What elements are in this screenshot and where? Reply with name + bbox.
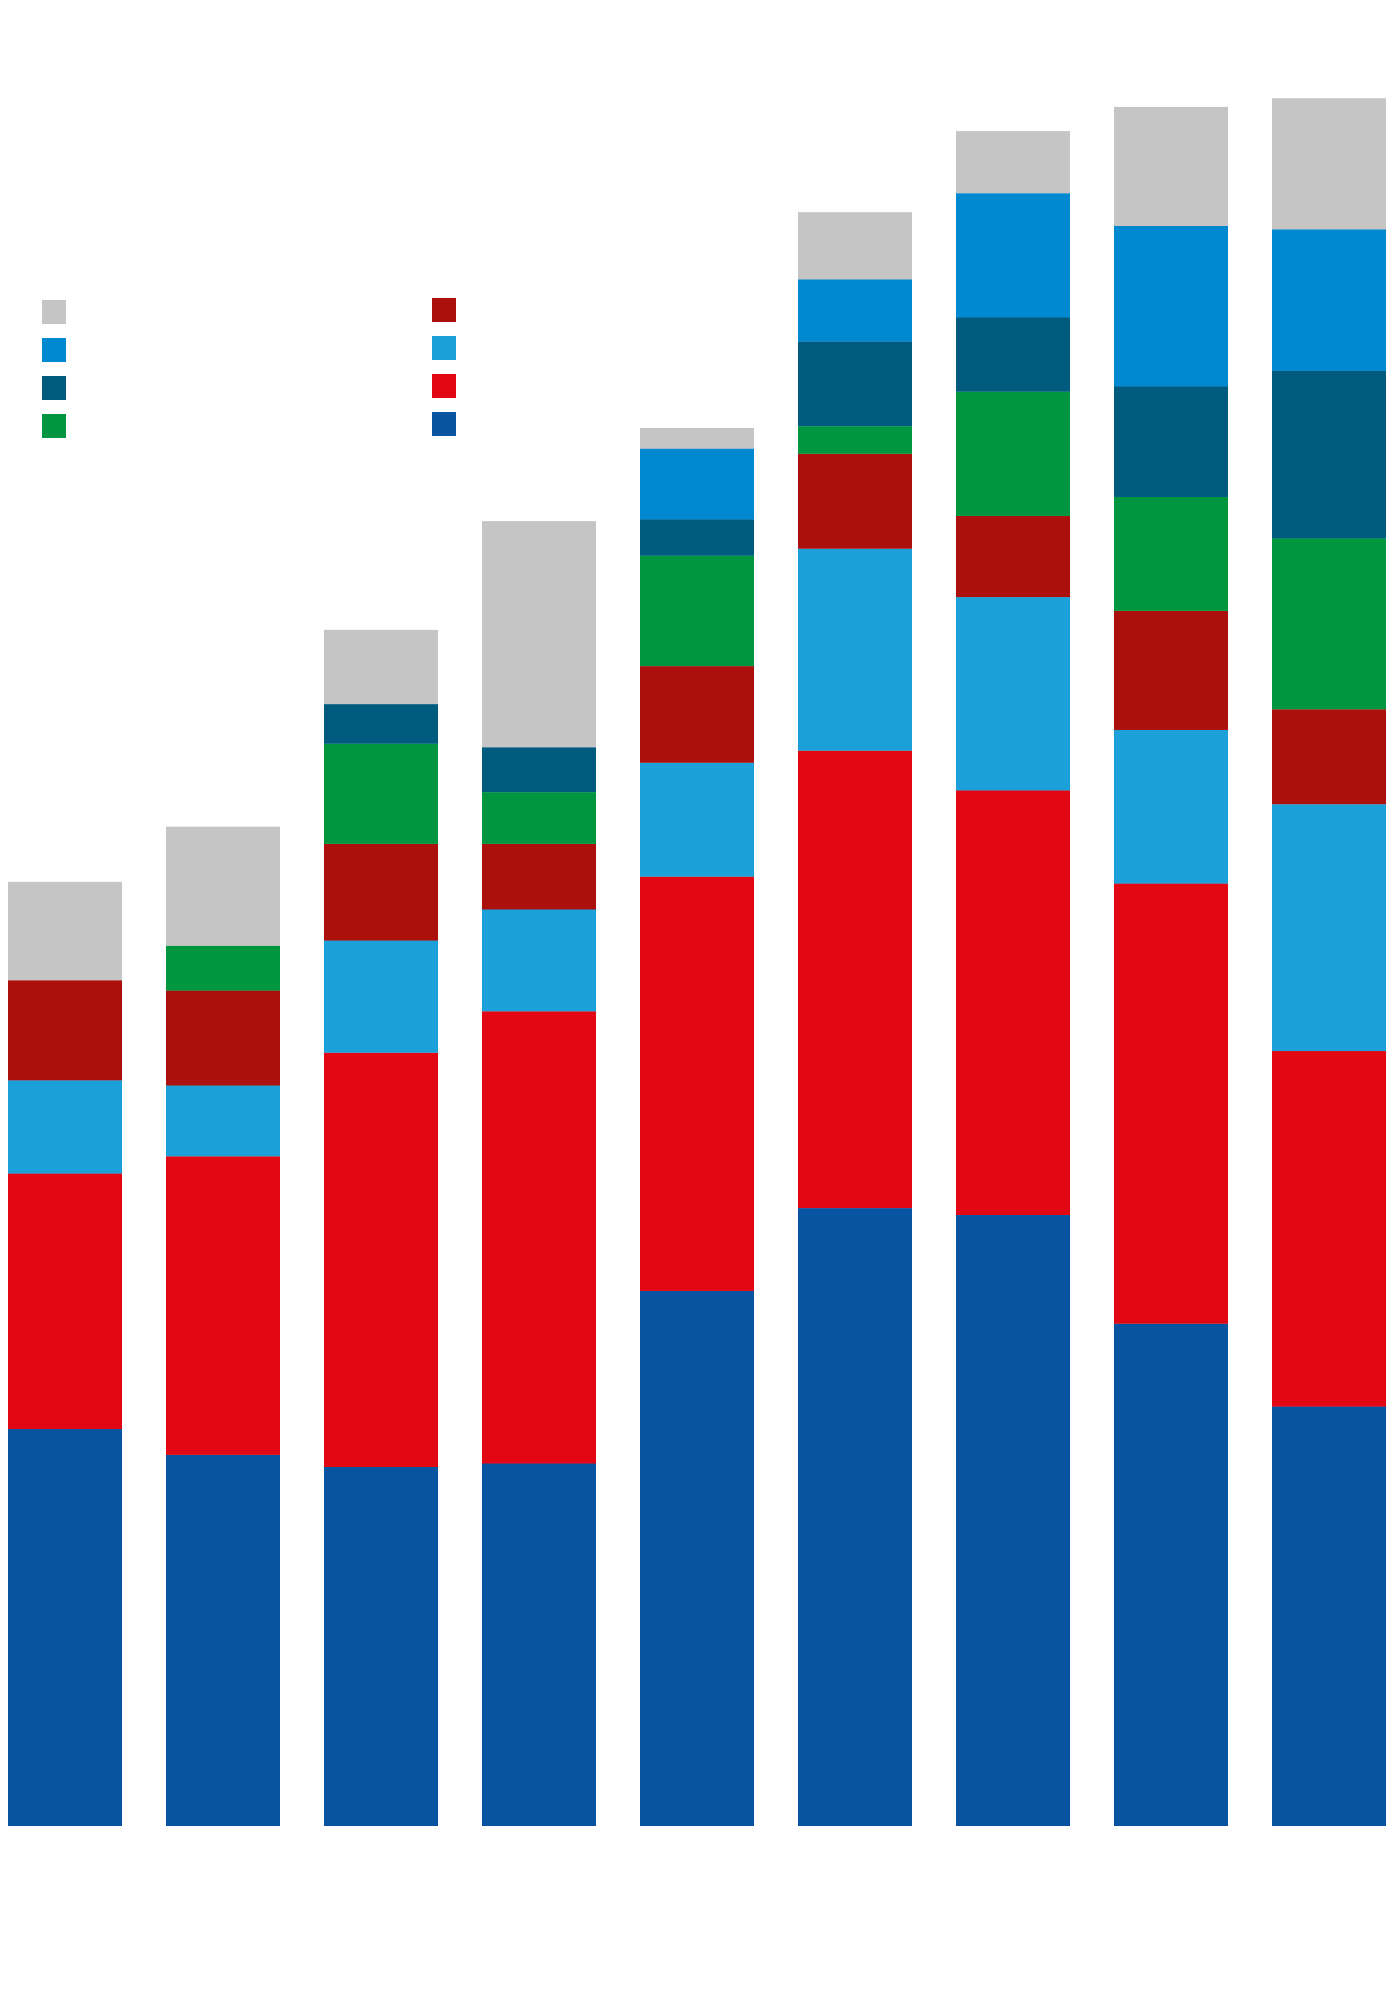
bar-segment-s5-c7	[956, 391, 1070, 516]
bar-segment-s2-c9	[1272, 1051, 1386, 1407]
bar-segment-s6-c4	[482, 747, 596, 793]
bar-segment-s6-c6	[798, 341, 912, 427]
bar-segment-s7-c6	[798, 279, 912, 342]
bars-layer	[8, 98, 1386, 1826]
bar-segment-s4-c6	[798, 453, 912, 549]
bar-segment-s4-c8	[1114, 610, 1228, 730]
bar-segment-s1-c9	[1272, 1406, 1386, 1826]
legend-swatch-4	[42, 414, 66, 438]
bar-segment-s5-c9	[1272, 538, 1386, 710]
bar-stack-6	[798, 212, 912, 1826]
bar-stack-8	[1114, 106, 1228, 1826]
bar-segment-s1-c3	[324, 1466, 438, 1826]
bar-segment-s4-c5	[640, 666, 754, 763]
bar-segment-s6-c7	[956, 317, 1070, 392]
bar-segment-s8-c9	[1272, 98, 1386, 230]
bar-segment-s2-c7	[956, 790, 1070, 1215]
bar-segment-s5-c4	[482, 792, 596, 844]
legend-swatch-3	[42, 376, 66, 400]
bar-segment-s3-c1	[8, 1080, 122, 1174]
bar-stack-5	[640, 427, 754, 1826]
bar-segment-s3-c9	[1272, 804, 1386, 1052]
bar-segment-s2-c1	[8, 1173, 122, 1430]
bar-segment-s4-c1	[8, 980, 122, 1081]
legend-swatch-6	[432, 336, 456, 360]
bar-segment-s1-c8	[1114, 1323, 1228, 1826]
bar-segment-s3-c5	[640, 762, 754, 877]
bar-segment-s8-c6	[798, 212, 912, 280]
bar-segment-s7-c9	[1272, 229, 1386, 371]
bar-segment-s7-c8	[1114, 226, 1228, 387]
bar-segment-s8-c4	[482, 521, 596, 748]
bar-segment-s1-c1	[8, 1429, 122, 1826]
bar-segment-s2-c2	[166, 1156, 280, 1455]
bar-segment-s3-c6	[798, 548, 912, 751]
bar-segment-s1-c2	[166, 1454, 280, 1826]
bar-segment-s5-c3	[324, 743, 438, 844]
bar-segment-s4-c2	[166, 990, 280, 1086]
bar-segment-s4-c7	[956, 515, 1070, 598]
bar-segment-s4-c9	[1272, 709, 1386, 805]
bar-segment-s2-c4	[482, 1011, 596, 1464]
bar-segment-s8-c3	[324, 629, 438, 705]
bar-stack-3	[324, 629, 438, 1826]
bar-segment-s7-c5	[640, 448, 754, 520]
bar-segment-s2-c6	[798, 750, 912, 1209]
bar-stack-1	[8, 881, 122, 1826]
bar-stack-7	[956, 131, 1070, 1826]
legend-swatch-1	[42, 300, 66, 324]
bar-segment-s2-c3	[324, 1052, 438, 1467]
bar-segment-s1-c5	[640, 1290, 754, 1826]
legend-swatch-7	[432, 374, 456, 398]
legend	[42, 298, 456, 438]
bar-segment-s7-c7	[956, 193, 1070, 318]
bar-segment-s5-c2	[166, 945, 280, 991]
bar-segment-s8-c7	[956, 131, 1070, 194]
bar-segment-s3-c2	[166, 1085, 280, 1157]
bar-segment-s5-c5	[640, 555, 754, 667]
bar-segment-s6-c5	[640, 519, 754, 556]
bar-segment-s5-c8	[1114, 496, 1228, 611]
legend-swatch-8	[432, 412, 456, 436]
bar-segment-s1-c6	[798, 1208, 912, 1826]
bar-segment-s1-c7	[956, 1215, 1070, 1826]
bar-segment-s3-c4	[482, 909, 596, 1012]
bar-stack-4	[482, 521, 596, 1826]
bar-segment-s8-c8	[1114, 106, 1228, 226]
bar-segment-s1-c4	[482, 1463, 596, 1826]
bar-segment-s3-c8	[1114, 729, 1228, 884]
bar-segment-s4-c4	[482, 843, 596, 910]
bar-segment-s2-c8	[1114, 883, 1228, 1324]
bar-segment-s8-c2	[166, 826, 280, 946]
bar-segment-s6-c3	[324, 704, 438, 744]
bar-segment-s2-c5	[640, 876, 754, 1291]
bar-stack-9	[1272, 98, 1386, 1826]
bar-segment-s8-c1	[8, 881, 122, 981]
bar-stack-2	[166, 826, 280, 1826]
bar-segment-s6-c8	[1114, 386, 1228, 497]
bar-segment-s8-c5	[640, 427, 754, 449]
bar-segment-s3-c7	[956, 597, 1070, 791]
bar-segment-s5-c6	[798, 426, 912, 454]
bar-segment-s6-c9	[1272, 370, 1386, 539]
bar-segment-s4-c3	[324, 843, 438, 941]
bar-segment-s3-c3	[324, 940, 438, 1053]
legend-swatch-2	[42, 338, 66, 362]
legend-swatch-5	[432, 298, 456, 322]
